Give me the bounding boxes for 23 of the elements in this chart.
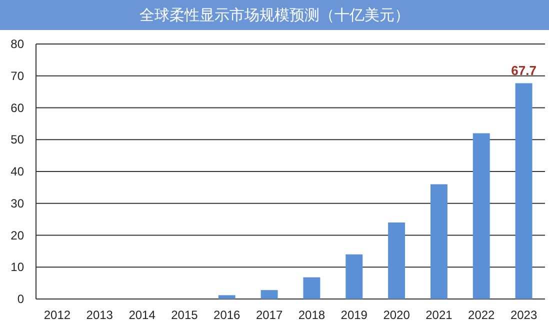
x-tick-label: 2022 [468,308,496,322]
y-tick-label: 10 [10,260,24,274]
x-tick-label: 2020 [383,308,410,322]
y-tick-label: 20 [10,228,24,242]
y-tick-label: 40 [10,164,24,178]
y-tick-label: 80 [10,37,24,51]
x-tick-label: 2013 [86,308,114,322]
x-tick-label: 2015 [171,308,198,322]
y-tick-label: 50 [10,132,24,147]
x-tick-label: 2018 [298,308,326,322]
data-label: 67.7 [511,63,536,78]
x-tick-label: 2012 [44,308,71,322]
y-tick-label: 0 [17,292,24,306]
x-tick-label: 2014 [128,308,156,322]
chart-title: 全球柔性显示市场规模预测（十亿美元） [140,7,410,24]
y-tick-label: 30 [10,196,24,210]
x-tick-label: 2021 [426,308,453,322]
x-tick-label: 2017 [256,308,283,322]
x-tick-label: 2019 [340,308,368,322]
x-tick-label: 2016 [214,308,241,322]
y-tick-label: 60 [10,100,24,115]
x-tick-label: 2023 [510,308,538,322]
y-tick-label: 70 [10,68,24,83]
